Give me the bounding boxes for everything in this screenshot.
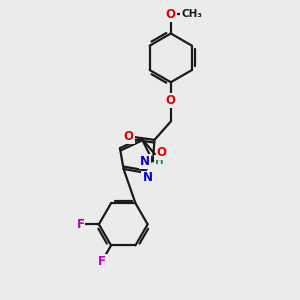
Text: N: N [142,172,152,184]
Text: H: H [155,156,164,166]
Text: O: O [157,146,166,159]
Text: O: O [166,8,176,21]
Text: F: F [76,218,84,231]
Text: N: N [140,155,150,168]
Text: F: F [98,255,106,268]
Text: O: O [166,94,176,107]
Text: O: O [124,130,134,143]
Text: CH₃: CH₃ [181,9,202,19]
